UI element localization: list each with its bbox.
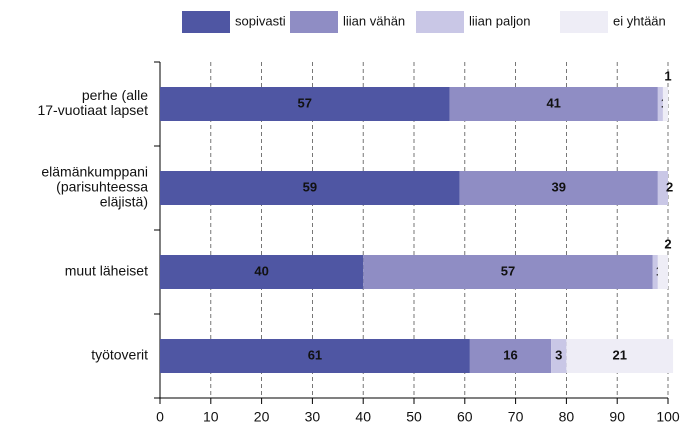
bar-segment	[449, 87, 658, 121]
value-label: 59	[303, 179, 317, 194]
bar-segment	[657, 87, 663, 121]
x-tick-label: 90	[609, 409, 625, 425]
legend-label: liian vähän	[343, 13, 405, 28]
category-label: (parisuhteessa	[56, 179, 148, 195]
category-label: muut läheiset	[65, 263, 148, 279]
legend-swatch	[560, 11, 608, 33]
x-tick-label: 0	[156, 409, 164, 425]
value-label: 21	[613, 347, 627, 362]
legend-label: sopivasti	[235, 13, 286, 28]
value-label: 3	[555, 347, 562, 362]
value-label: 57	[501, 263, 515, 278]
value-label: 57	[298, 95, 312, 110]
bar-segment	[160, 171, 460, 205]
bar-segment	[363, 255, 653, 289]
value-label: 2	[666, 179, 673, 194]
value-label: 40	[254, 263, 268, 278]
bar-segment	[551, 339, 567, 373]
bar-segment	[662, 87, 668, 121]
category-label: 17-vuotiaat lapset	[37, 102, 148, 118]
bar-segment	[566, 339, 674, 373]
value-label: 39	[552, 179, 566, 194]
x-tick-label: 10	[203, 409, 219, 425]
legend-label: liian paljon	[469, 13, 530, 28]
x-tick-label: 20	[254, 409, 270, 425]
bar-segment	[652, 255, 658, 289]
category-label: perhe (alle	[82, 87, 148, 103]
bar-segment	[160, 339, 470, 373]
value-label: 16	[503, 347, 517, 362]
value-label: 1	[664, 68, 671, 83]
x-tick-label: 70	[508, 409, 524, 425]
bar-segment	[160, 255, 364, 289]
legend-label: ei yhtään	[613, 13, 666, 28]
bar-segment	[657, 171, 668, 205]
x-tick-label: 30	[305, 409, 321, 425]
value-label: 41	[546, 95, 560, 110]
x-tick-label: 40	[355, 409, 371, 425]
x-tick-label: 100	[656, 409, 680, 425]
x-tick-label: 50	[406, 409, 422, 425]
x-tick-label: 80	[559, 409, 575, 425]
legend-swatch	[290, 11, 338, 33]
bar-segment	[160, 87, 450, 121]
bar-segment	[657, 255, 668, 289]
category-label: elämänkumppani	[41, 164, 148, 180]
value-label: 2	[664, 236, 671, 251]
bar-segment	[469, 339, 552, 373]
category-label: eläjistä)	[100, 194, 148, 210]
x-tick-label: 60	[457, 409, 473, 425]
category-label: työtoverit	[91, 347, 148, 363]
legend-swatch	[416, 11, 464, 33]
value-label: 61	[308, 347, 322, 362]
legend-swatch	[182, 11, 230, 33]
bar-segment	[459, 171, 658, 205]
